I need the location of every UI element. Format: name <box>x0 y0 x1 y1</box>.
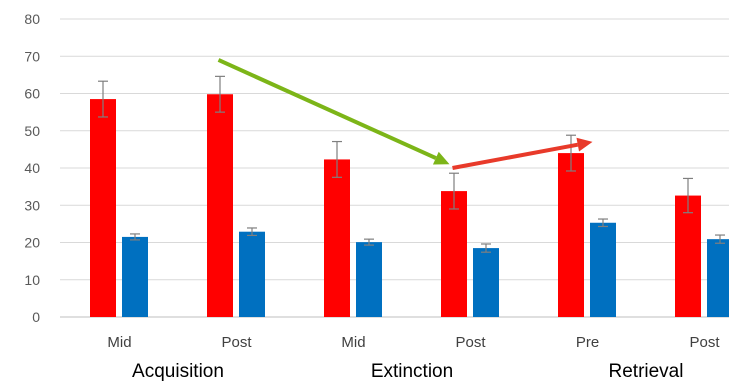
y-tick-label-70: 70 <box>24 48 40 64</box>
gridlines <box>60 18 729 318</box>
y-tick-label-40: 40 <box>24 160 40 176</box>
bar-series1-5 <box>558 153 584 317</box>
x-tick-label-3: Mid <box>341 334 365 351</box>
arrow-2-shaft <box>452 142 579 170</box>
x-axis: Mid Post Mid Post Pre Post Acquisition Extincti… <box>107 334 720 382</box>
y-tick-label-60: 60 <box>24 86 40 102</box>
x-tick-label-5: Pre <box>576 334 599 351</box>
bar-series1-3 <box>324 159 350 317</box>
bars <box>90 94 729 318</box>
x-tick-label-1: Mid <box>107 334 131 351</box>
bar-series2-4 <box>473 248 499 317</box>
y-tick-label-30: 30 <box>24 197 40 213</box>
bar-series1-2 <box>207 94 233 318</box>
arrow-1-shaft <box>217 58 437 160</box>
x-tick-label-4: Post <box>455 334 486 351</box>
arrow-2-head <box>576 137 593 152</box>
bar-series2-6 <box>707 239 729 317</box>
error-bars <box>98 75 725 253</box>
y-tick-label-0: 0 <box>32 309 40 325</box>
bar-series2-3 <box>356 242 382 317</box>
annotations <box>217 58 593 170</box>
y-tick-label-50: 50 <box>24 123 40 139</box>
bar-series1-6 <box>675 195 701 317</box>
bar-series1-4 <box>441 191 467 317</box>
bar-series2-2 <box>239 231 265 317</box>
group-label-1: Acquisition <box>132 361 224 382</box>
x-tick-label-2: Post <box>221 334 252 351</box>
x-tick-label-6: Post <box>689 334 720 351</box>
bar-series2-1 <box>122 236 148 317</box>
bar-series1-1 <box>90 99 116 318</box>
group-label-2: Extinction <box>371 361 453 382</box>
group-label-3: Retrieval <box>609 361 684 382</box>
arrow-1-head <box>432 151 450 165</box>
y-tick-label-20: 20 <box>24 235 40 251</box>
bar-series2-5 <box>590 222 616 317</box>
y-tick-label-10: 10 <box>24 272 40 288</box>
y-tick-label-80: 80 <box>24 11 40 27</box>
y-axis: 0 10 20 30 40 50 60 70 80 <box>24 11 40 325</box>
